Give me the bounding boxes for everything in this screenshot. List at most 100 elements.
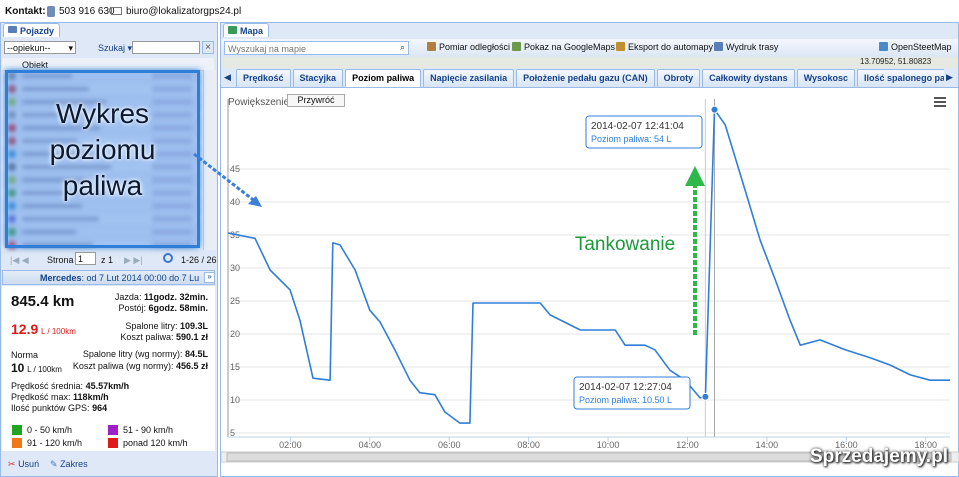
scrollbar-thumb[interactable] — [226, 452, 952, 462]
tooltip: 2014-02-07 12:27:04 Poziom paliwa: 10.50 … — [573, 376, 691, 410]
vehicles-tab[interactable]: Pojazdy — [3, 23, 60, 37]
contact-phone[interactable]: 503 916 630 — [59, 6, 115, 17]
norm-label: Norma — [11, 350, 39, 360]
norm-value: 10 — [11, 361, 25, 375]
row-icons — [152, 177, 192, 183]
row-icons — [152, 138, 192, 144]
row-dot — [8, 163, 16, 171]
row-dot — [8, 228, 16, 236]
action-label: Zakres — [60, 459, 88, 469]
row-icons — [152, 112, 192, 118]
collapse-button[interactable]: » — [204, 272, 215, 283]
stat: Ilość punktów GPS: 964 — [11, 403, 107, 413]
stat-label: Spalone litry: — [125, 321, 178, 331]
map-tool[interactable]: Pokaz na GoogleMaps — [512, 42, 615, 52]
row-bar — [22, 74, 72, 78]
map-search-placeholder: Wyszukaj na mapie — [228, 44, 306, 54]
row-bar — [22, 165, 111, 169]
vehicle-row — [2, 83, 202, 96]
stat: Koszt paliwa: 590.1 zł — [80, 332, 208, 342]
row-dot — [8, 150, 16, 158]
clear-button[interactable]: × — [202, 41, 214, 54]
chart-tab[interactable]: Wysokosc — [796, 69, 856, 87]
search-button[interactable]: Szukaj ▾ — [98, 43, 133, 53]
map-tool[interactable]: Eksport do automapy — [616, 42, 713, 52]
filter-select[interactable]: --opiekun-- ▾ — [4, 41, 76, 54]
chart-tab[interactable]: Napięcie zasilania — [423, 69, 515, 87]
row-icons — [152, 190, 192, 196]
chart-tab[interactable]: Stacyjka — [292, 69, 344, 87]
list-scrollbar[interactable] — [203, 70, 216, 250]
vehicle-row — [2, 161, 202, 174]
delete-action[interactable]: ✂ Usuń — [8, 459, 40, 469]
refresh-icon[interactable] — [163, 253, 173, 263]
x-tick-label: 08:00 — [517, 440, 540, 450]
stat-value: 45.57km/h — [85, 381, 130, 391]
reset-zoom-button[interactable]: Przywróć — [287, 94, 345, 107]
row-bar — [22, 113, 83, 117]
chart-tab[interactable]: Obroty — [656, 69, 701, 87]
row-bar — [22, 87, 89, 91]
row-dot — [8, 72, 16, 80]
pager-input[interactable]: 1 — [75, 252, 96, 265]
stat-value: 6godz. 58min. — [148, 303, 208, 313]
chart-tab[interactable]: Ilość spalonego paliwa — [857, 69, 944, 87]
legend-label: 0 - 50 km/h — [27, 425, 73, 435]
period: : od 7 Lut 2014 00:00 do 7 Lu — [81, 273, 200, 283]
row-dot — [8, 189, 16, 197]
stat-label: Spalone litry (wg normy): — [82, 349, 183, 359]
row-bar — [22, 152, 94, 156]
row-bar — [22, 230, 76, 234]
tabs-scroll-left[interactable]: ◀ — [224, 72, 231, 82]
chart-tab[interactable]: Położenie pedału gazu (CAN) — [516, 69, 655, 87]
tool-label: Pokaz na GoogleMaps — [524, 42, 616, 52]
map-tool[interactable]: Pomiar odległości — [427, 42, 510, 52]
stat-label: Jazda: — [114, 292, 142, 302]
tool-icon — [512, 42, 521, 51]
row-dot — [8, 176, 16, 184]
y-tick-label: 10 — [230, 395, 240, 405]
summary-title: Mercedes: od 7 Lut 2014 00:00 do 7 Lu — [40, 273, 202, 283]
chart-tab[interactable]: Całkowity dystans — [702, 69, 795, 87]
legend-swatch — [12, 438, 22, 448]
filter-text: --opiekun-- — [7, 43, 51, 53]
tool-label: Pomiar odległości — [439, 42, 511, 52]
row-icons — [152, 86, 192, 92]
magnifier: ⌕ — [399, 42, 405, 52]
row-dot — [8, 124, 16, 132]
range-action[interactable]: ✎ Zakres — [50, 459, 88, 469]
stat-value: 109.3L — [179, 321, 208, 331]
y-tick-label: 15 — [230, 362, 240, 372]
pager-nav[interactable]: |◀ ◀ — [10, 255, 29, 265]
search-input[interactable] — [132, 41, 200, 54]
stat-value: 590.1 zł — [175, 332, 208, 342]
contact-email[interactable]: biuro@lokalizatorgps24.pl — [126, 6, 242, 17]
row-dot — [8, 98, 16, 106]
pager-range: 1-26 / 26 — [181, 255, 217, 265]
tabs-scroll-right[interactable]: ▶ — [946, 72, 953, 82]
legend-label: 51 - 90 km/h — [123, 425, 174, 435]
tool-label: OpenSteetMap — [891, 42, 952, 52]
map-tool[interactable]: OpenSteetMap — [879, 42, 952, 52]
vehicle-row — [2, 70, 202, 83]
pager-page: 1 — [78, 254, 84, 264]
stat-value: 11godz. 32min. — [143, 292, 208, 302]
row-icons — [152, 203, 192, 209]
chart-tab[interactable]: Prędkość — [236, 69, 291, 87]
tooltip: 2014-02-07 12:41:04 Poziom paliwa: 54 L — [585, 115, 703, 149]
tooltip-text: Poziom paliwa: 10.50 L — [579, 395, 672, 405]
tooltip-text: Poziom paliwa: 54 L — [591, 134, 672, 144]
vehicle-row — [2, 109, 202, 122]
overlay-line: poziomu — [49, 134, 156, 165]
vehicle-list — [2, 70, 202, 250]
menu-icon[interactable] — [934, 97, 946, 107]
overlay-caption: Wykres poziomu paliwa — [5, 96, 200, 204]
pager-nav[interactable]: ▶ ▶| — [124, 255, 143, 265]
action-label: Usuń — [18, 459, 40, 469]
y-tick-label: 20 — [230, 329, 240, 339]
chart-tab[interactable]: Poziom paliwa — [345, 69, 422, 87]
map-tool[interactable]: Wydruk trasy — [714, 42, 778, 52]
row-icons — [152, 99, 192, 105]
map-search[interactable]: Wyszukaj na mapie ⌕ — [224, 41, 409, 55]
